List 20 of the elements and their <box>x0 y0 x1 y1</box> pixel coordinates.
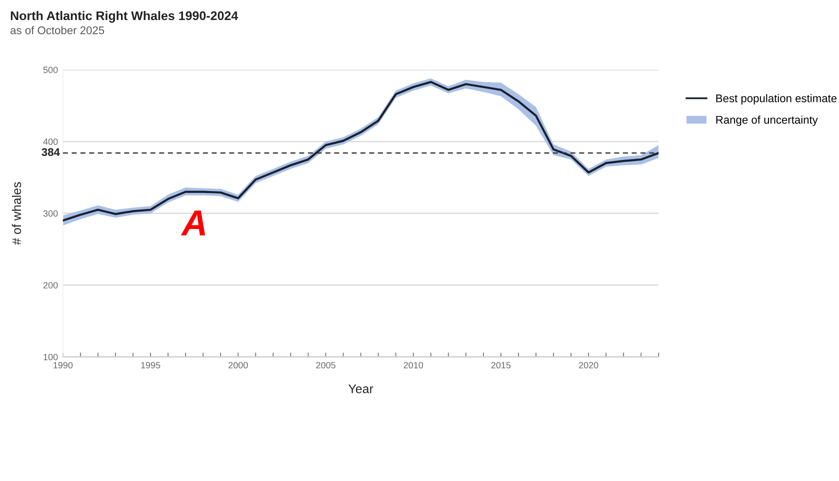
x-tick-label: 2010 <box>404 362 424 368</box>
chart-subtitle: as of October 2025 <box>10 26 104 34</box>
x-tick-label: 2020 <box>578 362 598 368</box>
x-tick-label: 2015 <box>491 362 511 368</box>
ref-line-label: 384 <box>42 148 60 156</box>
x-tick-label: 2005 <box>316 362 336 368</box>
y-tick-label: 200 <box>43 282 58 288</box>
x-axis-title: Year <box>348 384 374 394</box>
y-tick-label: 300 <box>43 210 58 217</box>
chart-title: North Atlantic Right Whales 1990-2024 <box>10 10 238 23</box>
annotation: A <box>180 210 206 236</box>
x-tick-label: 2000 <box>228 362 248 368</box>
y-axis-title: # of whales <box>12 182 22 245</box>
x-tick-label: 1990 <box>54 362 73 368</box>
text: Range of uncertainty <box>716 116 818 126</box>
x-tick-label: 1995 <box>141 362 160 368</box>
y-tick-label: 500 <box>43 66 58 74</box>
y-tick-label: 100 <box>44 354 58 360</box>
y-tick-label: 400 <box>43 138 58 145</box>
legend-label: Best population estimate <box>716 94 837 104</box>
